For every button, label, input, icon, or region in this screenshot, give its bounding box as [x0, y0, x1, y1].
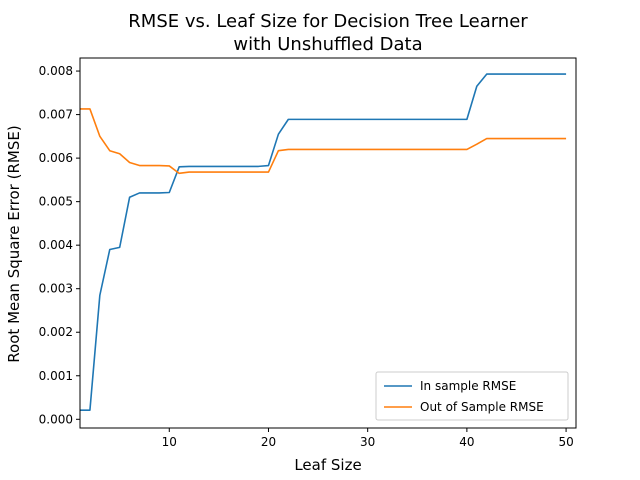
series-line-0 — [80, 73, 567, 411]
legend-box — [375, 371, 569, 421]
y-tick-label: 0.005 — [39, 195, 73, 209]
y-tick-label: 0.007 — [39, 108, 73, 122]
x-tick-label: 50 — [558, 435, 573, 449]
y-tick-label: 0.000 — [39, 412, 73, 426]
legend-label-1: Out of Sample RMSE — [420, 400, 544, 414]
axes — [79, 57, 577, 429]
x-tick-label: 30 — [360, 435, 375, 449]
plot-lines — [80, 73, 567, 411]
legend-label-0: In sample RMSE — [420, 379, 516, 393]
y-tick-label: 0.006 — [39, 151, 73, 165]
legend: In sample RMSE Out of Sample RMSE — [375, 371, 569, 421]
y-tick-label: 0.001 — [39, 369, 73, 383]
y-tick-label: 0.002 — [39, 325, 73, 339]
chart-title-line2: with Unshuffled Data — [233, 34, 422, 55]
y-tick-label: 0.003 — [39, 282, 73, 296]
x-tick-label: 40 — [459, 435, 474, 449]
x-axis-label: Leaf Size — [294, 456, 361, 474]
x-tick-label: 10 — [162, 435, 177, 449]
plot-frame — [79, 57, 577, 429]
y-tick-label: 0.008 — [39, 64, 73, 78]
y-ticks: 0.000 0.001 0.002 0.003 0.004 0.005 0.006 0.007… — [39, 64, 80, 426]
x-ticks: 10 20 30 40 50 — [162, 428, 574, 449]
y-axis-label: Root Mean Square Error (RMSE) — [5, 125, 23, 362]
chart-title-line1: RMSE vs. Leaf Size for Decision Tree Lea… — [128, 11, 528, 32]
series-line-1 — [80, 108, 567, 175]
y-tick-label: 0.004 — [39, 238, 73, 252]
x-tick-label: 20 — [261, 435, 276, 449]
